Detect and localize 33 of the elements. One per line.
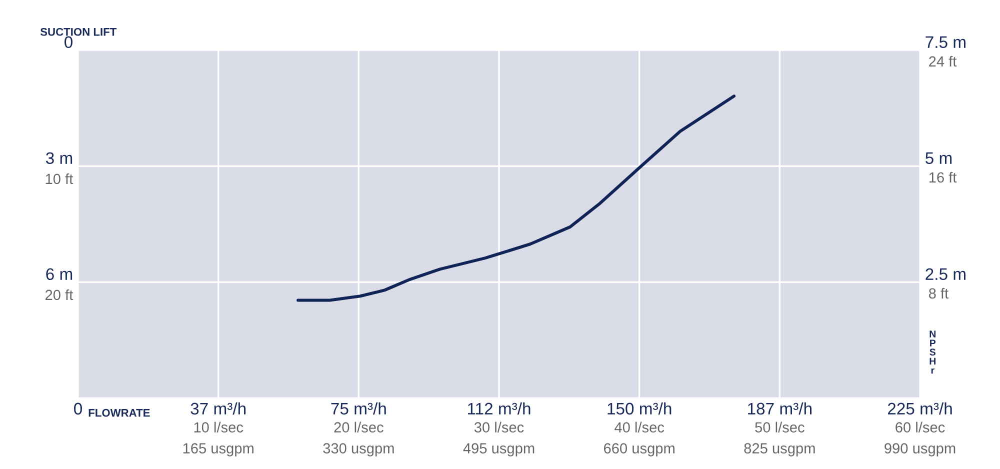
x-tick-label: 75 m³/h xyxy=(331,402,386,415)
y-axis-title: SUCTION LIFT xyxy=(40,28,117,36)
x2-tick-label: 20 l/sec xyxy=(334,422,384,433)
x2-tick-label: 50 l/sec xyxy=(755,422,804,433)
text: 24 ft xyxy=(929,56,957,67)
x-tick-label: 187 m³/h xyxy=(748,402,812,415)
text: 330 usgpm xyxy=(323,443,394,456)
y3-tick-label: 10 ft xyxy=(46,173,74,184)
y2-tick-label: 2.5 m xyxy=(926,268,966,280)
x-tick-label: 0 xyxy=(74,402,82,415)
x2-tick-label: 40 l/sec xyxy=(614,422,664,433)
text: 660 usgpm xyxy=(604,443,674,456)
x2-tick-label: 60 l/sec xyxy=(896,422,945,433)
y-tick-label: 3 m xyxy=(46,152,72,164)
y2-axis-title: NPSHr xyxy=(930,330,936,374)
x-tick-label: 150 m³/h xyxy=(608,402,672,415)
x-tick-label: 225 m³/h xyxy=(888,402,952,415)
y3-tick-label: 20 ft xyxy=(46,289,74,300)
text: 495 usgpm xyxy=(463,443,534,456)
text: 8 ft xyxy=(928,288,948,299)
x-tick-label: 37 m³/h xyxy=(190,402,246,415)
text: 165 usgpm xyxy=(183,443,254,456)
y2-tick-label: 5 m xyxy=(926,152,952,164)
text: 825 usgpm xyxy=(744,443,815,456)
x-tick-label: 112 m³/h xyxy=(468,402,530,415)
text: 16 ft xyxy=(929,172,957,183)
text: 990 usgpm xyxy=(884,443,956,456)
x-axis-title: FLOWRATE xyxy=(88,408,150,417)
y-tick-label: 6 m xyxy=(46,268,72,280)
x2-tick-label: 30 l/sec xyxy=(474,422,524,433)
x2-tick-label: 10 l/sec xyxy=(194,422,244,433)
y2-tick-label: 7.5 m xyxy=(926,36,966,48)
y-tick-label: 0 xyxy=(64,36,72,48)
